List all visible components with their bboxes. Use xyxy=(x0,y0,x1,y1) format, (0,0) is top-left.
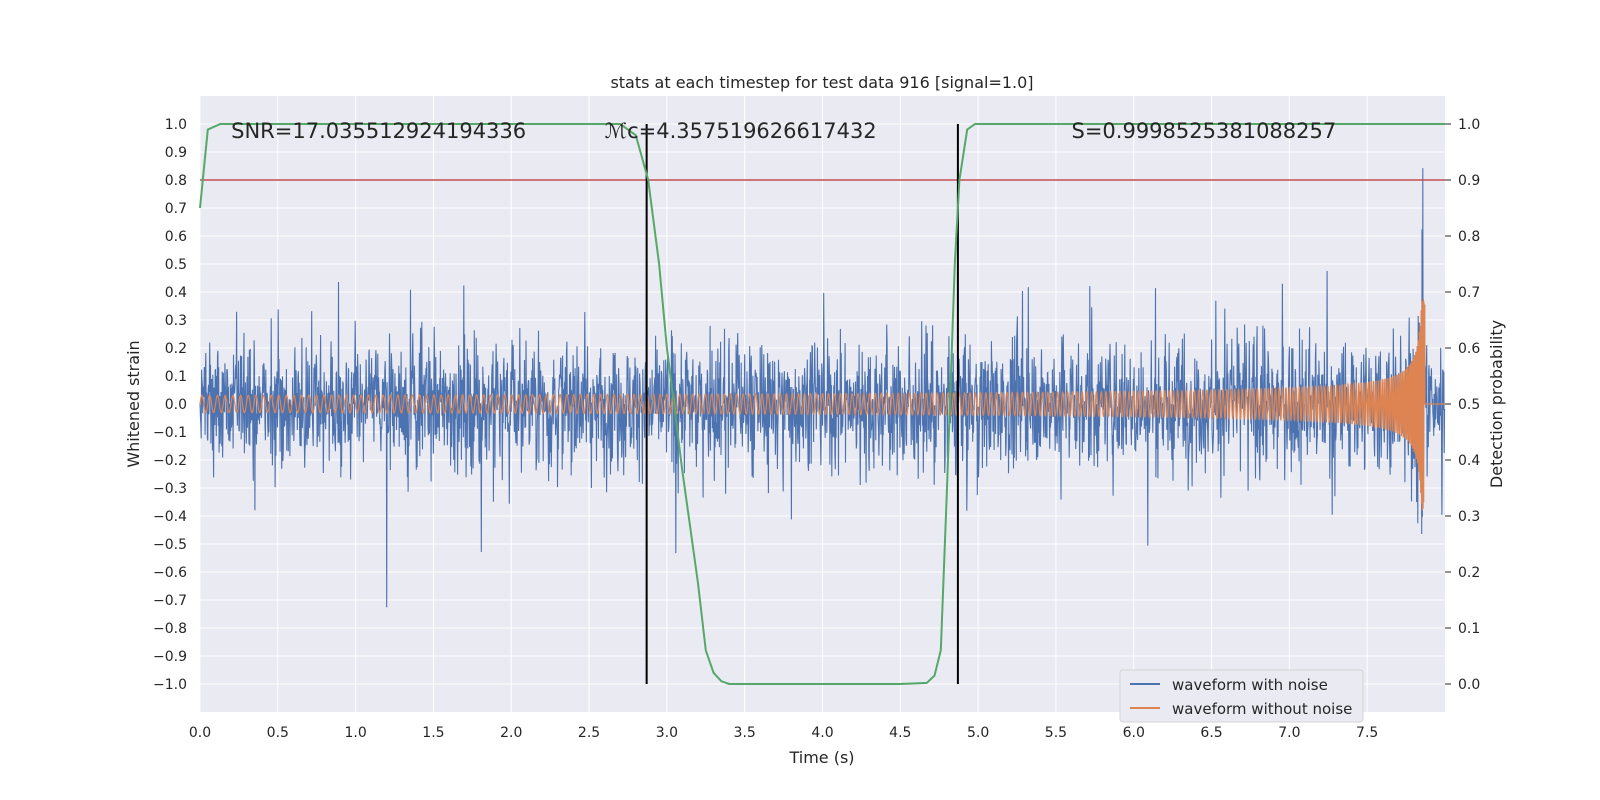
y-tick-label: −0.1 xyxy=(153,425,187,441)
right-tick-label: 0.9 xyxy=(1458,173,1480,189)
x-axis-label: Time (s) xyxy=(788,748,854,767)
legend-label-waveform-with-noise: waveform with noise xyxy=(1172,676,1328,694)
overlay-lines xyxy=(199,123,1445,685)
right-tick-label: 0.4 xyxy=(1458,453,1480,469)
right-tick-label: 0.6 xyxy=(1458,341,1480,357)
y-tick-label: 0.9 xyxy=(165,145,187,161)
right-axis-ticks: 1.0 0.9 0.8 0.7 0.6 0.5 0.4 0.3 0.2 0.1 0.0 xyxy=(1445,117,1480,693)
right-tick-label: 0.3 xyxy=(1458,509,1480,525)
y-tick-label: −0.7 xyxy=(153,593,187,609)
y-tick-label: 0.3 xyxy=(165,313,187,329)
y-tick-label: 1.0 xyxy=(165,117,187,133)
y-tick-label: 0.6 xyxy=(165,229,187,245)
y-tick-label: −0.4 xyxy=(153,509,187,525)
x-tick-label: 6.5 xyxy=(1200,725,1222,741)
y-axis-ticks: 1.0 0.9 0.8 0.7 0.6 0.5 0.4 0.3 0.2 0.1 0.0 −0.1 −0.… xyxy=(153,117,187,693)
snr-annotation: SNR=17.035512924194336 xyxy=(231,119,526,143)
right-tick-label: 0.1 xyxy=(1458,621,1480,637)
legend: waveform with noise waveform without noi… xyxy=(1119,669,1364,723)
x-tick-label: 7.5 xyxy=(1356,725,1378,741)
x-tick-label: 7.0 xyxy=(1278,725,1300,741)
x-tick-label: 4.0 xyxy=(811,725,833,741)
y-tick-label: 0.1 xyxy=(165,369,187,385)
y-tick-label: −0.6 xyxy=(153,565,187,581)
x-tick-label: 5.5 xyxy=(1045,725,1067,741)
right-tick-label: 0.5 xyxy=(1458,397,1480,413)
y-tick-label: −0.3 xyxy=(153,481,187,497)
y-tick-label: 0.7 xyxy=(165,201,187,217)
right-tick-label: 1.0 xyxy=(1458,117,1480,133)
legend-label-waveform-without-noise: waveform without noise xyxy=(1172,700,1352,718)
right-tick-label: 0.2 xyxy=(1458,565,1480,581)
y-tick-label: −0.9 xyxy=(153,649,187,665)
x-tick-label: 5.0 xyxy=(967,725,989,741)
y-tick-label: 0.8 xyxy=(165,173,187,189)
right-tick-label: 0.0 xyxy=(1458,677,1480,693)
y-tick-label: 0.0 xyxy=(165,397,187,413)
x-tick-label: 0.0 xyxy=(189,725,211,741)
x-tick-label: 1.0 xyxy=(344,725,366,741)
x-tick-label: 4.5 xyxy=(889,725,911,741)
y-tick-label: −1.0 xyxy=(153,677,187,693)
line-waveform-with-noise xyxy=(199,168,1446,608)
chart-title: stats at each timestep for test data 916… xyxy=(610,73,1033,92)
series-waveform-with-noise xyxy=(199,168,1446,608)
y-tick-label: −0.2 xyxy=(153,453,187,469)
x-tick-label: 6.0 xyxy=(1123,725,1145,741)
annotations: SNR=17.035512924194336 ℳc=4.3575196266174… xyxy=(231,119,1336,143)
series-waveform-without-noise xyxy=(199,298,1445,511)
right-tick-label: 0.7 xyxy=(1458,285,1480,301)
y-tick-label: −0.8 xyxy=(153,621,187,637)
significance-annotation: S=0.9998525381088257 xyxy=(1072,119,1337,143)
x-tick-label: 2.5 xyxy=(578,725,600,741)
x-tick-label: 2.0 xyxy=(500,725,522,741)
line-waveform-without-noise xyxy=(199,298,1445,511)
x-tick-label: 1.5 xyxy=(422,725,444,741)
y-tick-label: −0.5 xyxy=(153,537,187,553)
legend-box xyxy=(1119,669,1364,723)
y-tick-label: 0.2 xyxy=(165,341,187,357)
right-tick-label: 0.8 xyxy=(1458,229,1480,245)
x-axis-ticks: 0.0 0.5 1.0 1.5 2.0 2.5 3.0 3.5 4.0 4.5 5.0 5.5 6.0 6… xyxy=(189,725,1378,741)
line-detection-probability xyxy=(199,123,1445,685)
x-tick-label: 3.0 xyxy=(656,725,678,741)
right-axis-label: Detection probability xyxy=(1487,320,1506,488)
chirp-mass-annotation: ℳc=4.357519626617432 xyxy=(605,119,877,143)
y-axis-label: Whitened strain xyxy=(124,340,143,467)
y-tick-label: 0.5 xyxy=(165,257,187,273)
y-tick-label: 0.4 xyxy=(165,285,187,301)
x-tick-label: 0.5 xyxy=(267,725,289,741)
x-tick-label: 3.5 xyxy=(734,725,756,741)
